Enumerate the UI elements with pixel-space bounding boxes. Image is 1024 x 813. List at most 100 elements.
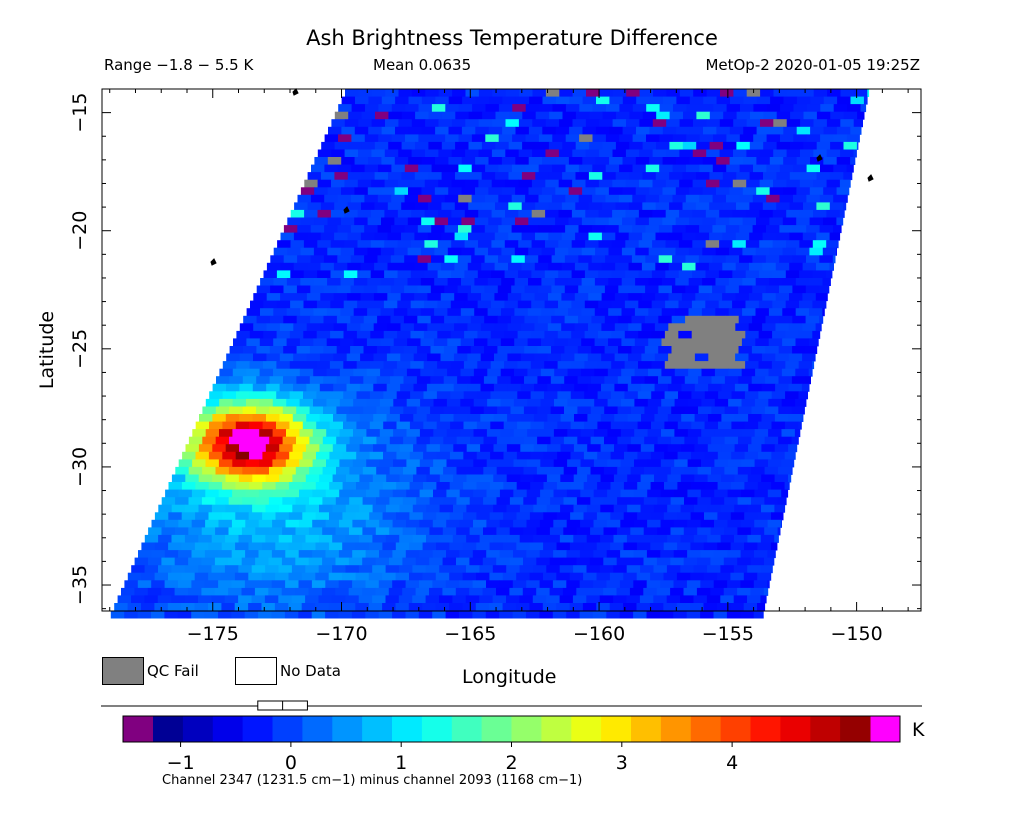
data-pixel: [316, 421, 330, 430]
data-pixel: [557, 421, 572, 430]
data-pixel: [398, 149, 412, 158]
data-pixel: [674, 429, 689, 438]
data-pixel: [413, 444, 427, 453]
data-pixel: [460, 338, 475, 347]
data-pixel: [439, 474, 454, 483]
data-pixel: [590, 406, 605, 415]
data-pixel: [727, 580, 741, 589]
data-pixel: [667, 504, 681, 513]
data-pixel: [433, 368, 448, 377]
data-pixel: [711, 346, 726, 354]
data-pixel: [801, 414, 804, 422]
data-pixel: [502, 572, 517, 581]
data-pixel: [536, 587, 550, 596]
data-pixel: [563, 497, 578, 506]
data-pixel: [365, 104, 379, 113]
data-pixel: [476, 451, 491, 460]
data-pixel: [660, 550, 675, 559]
data-pixel: [377, 194, 392, 203]
data-pixel: [127, 603, 142, 611]
data-pixel: [471, 285, 485, 294]
data-pixel: [782, 217, 797, 226]
data-pixel: [531, 179, 546, 188]
data-pixel: [436, 451, 451, 460]
data-pixel: [495, 202, 509, 211]
data-pixel: [644, 346, 659, 354]
data-pixel: [276, 300, 291, 309]
data-pixel: [704, 391, 719, 400]
data-pixel: [588, 232, 603, 241]
data-pixel: [544, 391, 558, 400]
data-pixel: [430, 346, 445, 354]
data-pixel: [379, 429, 394, 438]
data-pixel: [266, 353, 281, 362]
data-pixel: [764, 406, 779, 415]
data-pixel: [582, 157, 597, 165]
data-pixel: [300, 187, 315, 196]
data-pixel: [243, 346, 257, 354]
data-pixel: [498, 255, 512, 264]
data-pixel: [427, 323, 442, 332]
data-pixel: [715, 338, 729, 347]
data-pixel: [218, 550, 233, 559]
data-pixel: [607, 368, 622, 377]
data-pixel: [543, 421, 558, 430]
data-pixel: [685, 255, 700, 264]
data-pixel: [597, 391, 612, 400]
data-pixel: [682, 141, 697, 150]
data-pixel: [711, 436, 725, 445]
data-pixel: [569, 572, 584, 581]
data-pixel: [780, 104, 794, 113]
data-pixel: [696, 141, 710, 150]
data-pixel: [299, 489, 313, 498]
data-pixel: [716, 157, 730, 165]
data-pixel: [558, 179, 573, 188]
data-pixel: [413, 474, 427, 483]
data-pixel: [699, 104, 714, 113]
data-pixel: [451, 119, 466, 128]
data-pixel: [624, 421, 638, 430]
data-pixel: [614, 444, 628, 453]
data-pixel: [212, 383, 227, 392]
data-pixel: [734, 444, 749, 453]
data-pixel: [506, 595, 520, 604]
data-pixel: [236, 330, 251, 339]
data-pixel: [455, 141, 469, 150]
data-pixel: [404, 194, 419, 203]
data-pixel: [533, 534, 547, 543]
data-pixel: [729, 126, 744, 135]
data-pixel: [636, 126, 650, 135]
data-pixel: [282, 497, 297, 506]
data-pixel: [277, 240, 291, 249]
data-pixel: [528, 217, 543, 226]
data-pixel: [792, 346, 806, 354]
data-pixel: [482, 557, 497, 566]
data-pixel: [372, 504, 387, 513]
data-pixel: [312, 519, 326, 528]
data-pixel: [668, 262, 683, 271]
data-pixel: [397, 300, 412, 309]
data-pixel: [369, 542, 383, 551]
data-pixel: [404, 285, 418, 294]
data-pixel: [282, 466, 297, 475]
data-pixel: [591, 255, 606, 264]
data-pixel: [305, 534, 320, 543]
data-pixel: [682, 232, 697, 241]
data-pixel: [447, 247, 462, 256]
data-pixel: [513, 398, 528, 407]
data-pixel: [293, 262, 308, 271]
data-pixel: [473, 489, 487, 498]
data-pixel: [773, 179, 787, 188]
data-pixel: [380, 338, 395, 347]
data-pixel: [503, 542, 517, 551]
data-pixel: [443, 346, 458, 354]
data-pixel: [416, 466, 431, 475]
data-pixel: [117, 595, 132, 604]
data-pixel: [479, 595, 493, 604]
data-pixel: [273, 247, 288, 256]
data-pixel: [338, 104, 352, 113]
data-pixel: [598, 209, 613, 218]
data-pixel: [652, 240, 666, 249]
data-pixel: [330, 300, 345, 309]
data-pixel: [596, 512, 611, 521]
